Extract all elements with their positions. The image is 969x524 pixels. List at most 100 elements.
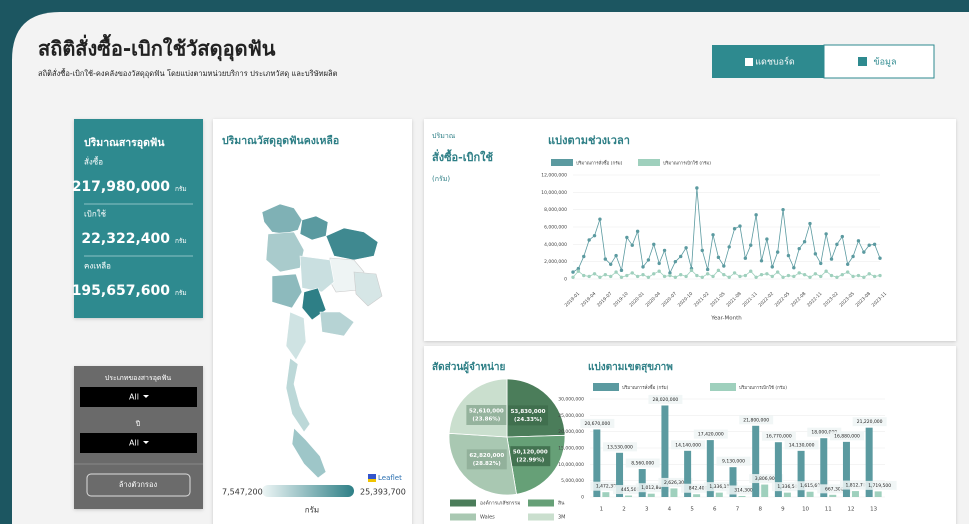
region — [265, 231, 305, 273]
page-title: สถิติสั่งซื้อ-เบิกใช้วัสดุอุดฟัน — [38, 34, 276, 62]
data-point — [738, 274, 742, 279]
slice-value-label: 53,830,000 — [511, 409, 546, 415]
value-label-box — [590, 481, 625, 491]
bar — [715, 492, 723, 497]
region — [299, 255, 335, 293]
year-select-value[interactable]: All — [129, 439, 139, 448]
data-point — [657, 261, 661, 266]
type-select-value[interactable]: All — [129, 393, 139, 402]
data-point — [582, 273, 586, 278]
data-point — [684, 274, 688, 279]
data-button-label[interactable]: ข้อมูล — [873, 57, 896, 68]
value-label-box — [739, 415, 774, 425]
legend-swatch — [528, 513, 554, 521]
dashboard-button-label[interactable]: แดชบอร์ด — [755, 56, 795, 68]
data-point — [722, 264, 726, 268]
data-point — [598, 217, 602, 221]
bar — [738, 495, 746, 497]
x-tick-label: 12 — [847, 507, 854, 513]
type-select[interactable] — [80, 387, 197, 407]
data-point — [867, 272, 871, 276]
slice-label-box — [466, 449, 507, 470]
data-point — [711, 233, 715, 237]
region — [319, 311, 355, 337]
bar — [752, 425, 760, 497]
data-point — [845, 262, 850, 266]
data-point — [705, 272, 710, 276]
map-legend-gradient — [262, 485, 354, 497]
data-point — [646, 275, 651, 279]
value-label: 16,770,000 — [766, 434, 792, 440]
data-point — [856, 239, 861, 243]
map-legend-min: 7,547,200 — [222, 488, 263, 497]
dashboard-button[interactable] — [712, 45, 824, 78]
value-label: 1,472,300 — [596, 484, 619, 490]
clear-button[interactable] — [86, 473, 191, 497]
data-point — [614, 270, 618, 274]
data-point — [845, 270, 850, 274]
value-label: 21,800,000 — [743, 417, 769, 423]
y-tick-label: 10,000,000 — [558, 462, 584, 468]
year-select[interactable] — [80, 433, 197, 453]
region — [353, 271, 383, 307]
y-tick-label: 4,000,000 — [544, 242, 567, 248]
year-filter-label: ปี — [136, 420, 141, 428]
data-point — [797, 246, 801, 251]
data-point — [662, 248, 667, 253]
summary-label: สั่งซื้อ — [84, 156, 103, 167]
region — [299, 215, 329, 241]
bar — [625, 495, 633, 497]
value-label: 1,336,500 — [777, 484, 800, 490]
data-point — [765, 272, 769, 276]
bar — [729, 467, 737, 497]
value-label-box — [658, 477, 693, 487]
bar — [874, 491, 882, 497]
data-point — [802, 240, 807, 244]
data-point — [646, 258, 651, 262]
x-tick-label: 11 — [825, 507, 832, 513]
value-label-box — [703, 482, 738, 492]
slice-label-box — [510, 446, 551, 467]
data-point — [727, 275, 731, 279]
data-point — [732, 271, 737, 275]
data-point — [652, 272, 656, 276]
data-point — [668, 273, 672, 278]
summary-unit: กรัม — [175, 237, 187, 245]
bar — [670, 488, 678, 497]
slice-value-label: 50,120,000 — [513, 450, 548, 456]
legend-label: Wales — [480, 515, 495, 521]
x-tick-label: 13 — [870, 507, 877, 513]
thailand-map — [261, 203, 383, 479]
data-point — [813, 252, 818, 256]
data-point — [797, 271, 801, 275]
bar — [661, 405, 669, 497]
flag-icon — [368, 479, 376, 482]
data-point — [743, 256, 748, 260]
clear-button-label[interactable]: ล้างตัวกรอง — [119, 480, 158, 489]
region — [291, 427, 327, 479]
data-point — [835, 275, 839, 279]
data-point — [571, 270, 575, 274]
value-label: 8,560,000 — [631, 461, 654, 467]
bar — [684, 450, 692, 497]
y-tick-label: 8,000,000 — [544, 207, 567, 213]
data-button[interactable] — [823, 44, 935, 79]
data-point — [829, 257, 834, 261]
data-point — [872, 242, 877, 247]
bar — [638, 469, 646, 497]
region — [285, 311, 307, 361]
y-tick-label: 25,000,000 — [558, 413, 584, 419]
slice-percent-label: (28.82%) — [473, 461, 501, 467]
summary-label: เบิกใช้ — [84, 210, 107, 219]
value-label-box — [761, 431, 796, 441]
series-line — [572, 269, 881, 278]
map-attribution[interactable]: Leaflet — [378, 474, 402, 482]
x-tick-label: 1 — [600, 507, 604, 513]
value-label-box — [580, 418, 615, 428]
data-point — [770, 265, 774, 269]
data-icon — [858, 57, 867, 66]
value-label: 1,615,600 — [800, 483, 823, 489]
x-tick-label: 10 — [802, 507, 809, 513]
legend-swatch — [528, 499, 554, 507]
data-point — [716, 268, 721, 273]
